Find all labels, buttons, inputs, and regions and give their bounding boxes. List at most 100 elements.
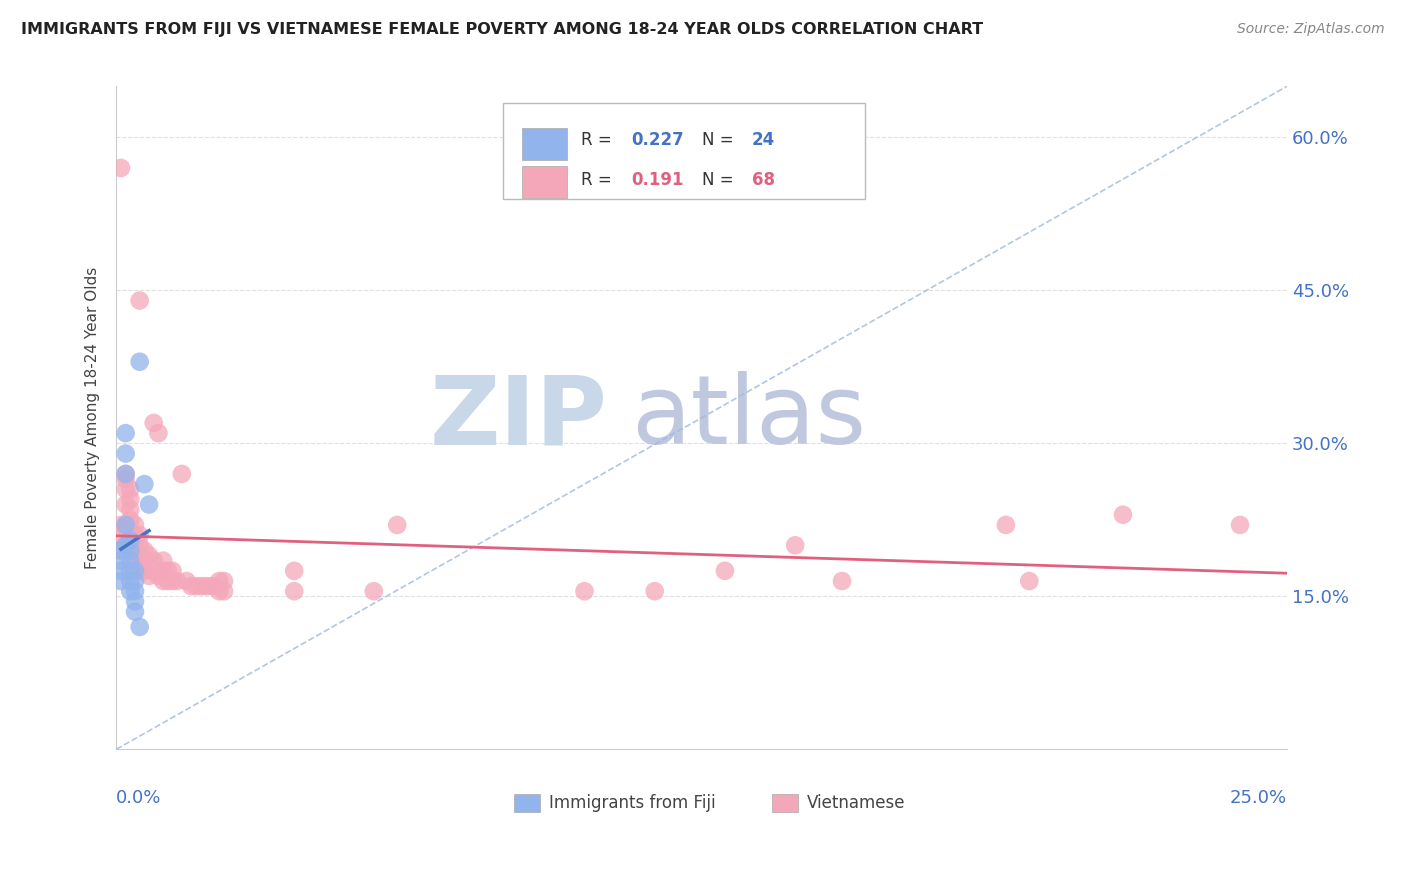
Point	[128, 549, 150, 563]
Text: 0.0%: 0.0%	[117, 789, 162, 807]
Point	[120, 564, 142, 578]
Point	[152, 554, 174, 568]
Point	[156, 564, 179, 578]
Point	[110, 517, 132, 532]
Point	[128, 293, 150, 308]
Point	[212, 574, 235, 588]
Point	[120, 533, 142, 548]
Point	[114, 517, 136, 532]
Point	[190, 579, 212, 593]
Point	[198, 579, 221, 593]
Point	[283, 564, 305, 578]
Point	[120, 492, 142, 507]
Point	[120, 574, 142, 588]
Point	[142, 554, 165, 568]
Point	[114, 498, 136, 512]
Text: N =: N =	[702, 170, 738, 188]
Point	[114, 482, 136, 496]
FancyBboxPatch shape	[502, 103, 866, 199]
Point	[184, 579, 207, 593]
FancyBboxPatch shape	[523, 128, 567, 160]
Point	[152, 574, 174, 588]
Point	[114, 538, 136, 552]
Point	[120, 523, 142, 537]
Point	[152, 564, 174, 578]
Point	[785, 538, 807, 552]
Point	[114, 472, 136, 486]
FancyBboxPatch shape	[772, 794, 797, 813]
Text: 68: 68	[752, 170, 775, 188]
Point	[124, 549, 146, 563]
Text: Immigrants from Fiji: Immigrants from Fiji	[550, 795, 716, 813]
Point	[124, 594, 146, 608]
Point	[194, 579, 217, 593]
Point	[162, 574, 184, 588]
Point	[180, 579, 202, 593]
Point	[110, 564, 132, 578]
Point	[134, 564, 156, 578]
Point	[114, 446, 136, 460]
Point	[170, 467, 193, 481]
Text: IMMIGRANTS FROM FIJI VS VIETNAMESE FEMALE POVERTY AMONG 18-24 YEAR OLDS CORRELAT: IMMIGRANTS FROM FIJI VS VIETNAMESE FEMAL…	[21, 22, 983, 37]
Point	[120, 513, 142, 527]
Point	[120, 538, 142, 552]
Text: 0.191: 0.191	[631, 170, 683, 188]
Point	[110, 528, 132, 542]
Point	[128, 528, 150, 542]
FancyBboxPatch shape	[515, 794, 540, 813]
Point	[120, 543, 142, 558]
Point	[114, 538, 136, 552]
Point	[162, 564, 184, 578]
Point	[574, 584, 596, 599]
Point	[120, 584, 142, 599]
Point	[120, 554, 142, 568]
Point	[124, 574, 146, 588]
Point	[110, 574, 132, 588]
Text: atlas: atlas	[631, 371, 866, 465]
Text: N =: N =	[702, 131, 738, 149]
Point	[114, 517, 136, 532]
Y-axis label: Female Poverty Among 18-24 Year Olds: Female Poverty Among 18-24 Year Olds	[86, 267, 100, 569]
Point	[110, 161, 132, 175]
Text: 24: 24	[752, 131, 775, 149]
Point	[831, 574, 853, 588]
Text: R =: R =	[581, 131, 617, 149]
Point	[134, 477, 156, 491]
Point	[120, 502, 142, 516]
Point	[208, 584, 231, 599]
Point	[124, 528, 146, 542]
Point	[148, 569, 170, 583]
Point	[283, 584, 305, 599]
Point	[128, 620, 150, 634]
Point	[114, 426, 136, 441]
Text: Source: ZipAtlas.com: Source: ZipAtlas.com	[1237, 22, 1385, 37]
Point	[1112, 508, 1135, 522]
Point	[176, 574, 198, 588]
Point	[208, 574, 231, 588]
Point	[128, 538, 150, 552]
Point	[363, 584, 385, 599]
Point	[124, 538, 146, 552]
Point	[134, 554, 156, 568]
Point	[714, 564, 737, 578]
Point	[1229, 517, 1251, 532]
Point	[148, 426, 170, 441]
Point	[128, 564, 150, 578]
Point	[212, 584, 235, 599]
Point	[110, 543, 132, 558]
Point	[120, 482, 142, 496]
Text: R =: R =	[581, 170, 617, 188]
Point	[204, 579, 226, 593]
Point	[124, 605, 146, 619]
Point	[1018, 574, 1040, 588]
Point	[124, 584, 146, 599]
Text: 0.227: 0.227	[631, 131, 685, 149]
FancyBboxPatch shape	[523, 167, 567, 198]
Point	[138, 569, 160, 583]
Text: ZIP: ZIP	[430, 371, 607, 465]
Point	[134, 543, 156, 558]
Point	[166, 574, 188, 588]
Point	[138, 498, 160, 512]
Point	[110, 554, 132, 568]
Text: Vietnamese: Vietnamese	[807, 795, 905, 813]
